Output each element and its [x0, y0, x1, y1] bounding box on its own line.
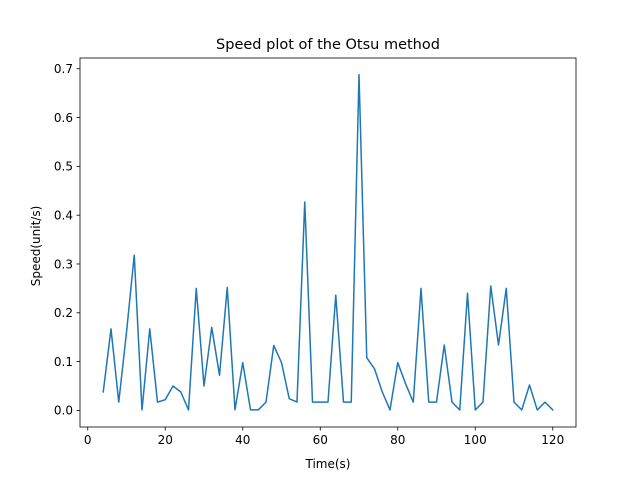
axes-frame	[79, 57, 577, 428]
x-tick-label: 40	[235, 433, 250, 447]
y-tick-label: 0.3	[54, 257, 73, 271]
x-axis: 0 20 40 60 80 100 120	[84, 427, 564, 447]
chart-title: Speed plot of the Otsu method	[216, 37, 440, 53]
y-tick-label: 0.6	[54, 111, 73, 125]
y-tick-label: 0.1	[54, 355, 73, 369]
x-tick-label: 0	[84, 433, 92, 447]
y-axis-label: Speed(unit/s)	[29, 206, 43, 287]
series-line-0	[102, 73, 554, 411]
y-tick-label: 0.4	[54, 208, 73, 222]
y-tick-label: 0.7	[54, 62, 73, 76]
x-tick-label: 120	[541, 433, 564, 447]
x-tick-label: 100	[464, 433, 487, 447]
y-tick-label: 0.2	[54, 306, 73, 320]
y-axis: 0.0 0.1 0.2 0.3 0.4 0.5 0.6 0.7	[54, 62, 80, 418]
plot-area	[79, 57, 577, 428]
x-axis-label: Time(s)	[305, 457, 351, 471]
x-tick-label: 60	[313, 433, 328, 447]
x-tick-label: 20	[158, 433, 173, 447]
y-tick-label: 0.5	[54, 160, 73, 174]
x-tick-label: 80	[390, 433, 405, 447]
y-tick-label: 0.0	[54, 404, 73, 418]
